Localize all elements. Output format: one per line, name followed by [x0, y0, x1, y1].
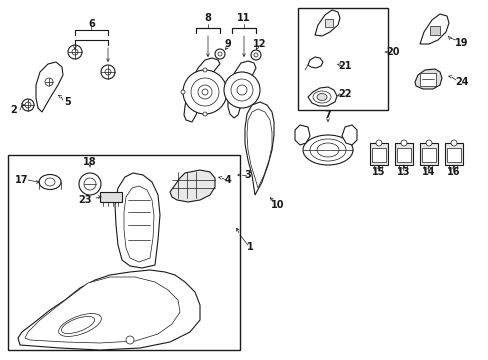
FancyBboxPatch shape — [419, 143, 437, 165]
Circle shape — [79, 173, 101, 195]
Text: 5: 5 — [64, 97, 71, 107]
Text: 19: 19 — [454, 38, 468, 48]
Circle shape — [250, 50, 261, 60]
Circle shape — [203, 68, 206, 72]
Polygon shape — [307, 57, 323, 68]
FancyBboxPatch shape — [444, 143, 462, 165]
Polygon shape — [314, 10, 339, 36]
Polygon shape — [246, 109, 271, 188]
Polygon shape — [307, 87, 336, 106]
Circle shape — [22, 99, 34, 111]
Circle shape — [450, 140, 456, 146]
FancyBboxPatch shape — [8, 155, 240, 350]
FancyBboxPatch shape — [325, 19, 332, 27]
Polygon shape — [18, 270, 200, 350]
FancyBboxPatch shape — [446, 148, 460, 162]
Circle shape — [253, 53, 258, 57]
Text: 15: 15 — [371, 167, 385, 177]
Polygon shape — [341, 125, 356, 145]
Circle shape — [224, 90, 228, 94]
Circle shape — [105, 69, 111, 75]
Polygon shape — [115, 173, 160, 268]
Polygon shape — [170, 170, 215, 202]
Polygon shape — [419, 14, 448, 44]
Circle shape — [191, 78, 219, 106]
Text: 12: 12 — [253, 39, 266, 49]
Circle shape — [68, 45, 82, 59]
Text: 8: 8 — [204, 13, 211, 23]
Circle shape — [198, 85, 212, 99]
FancyBboxPatch shape — [421, 148, 435, 162]
Text: 14: 14 — [421, 167, 435, 177]
Ellipse shape — [39, 175, 61, 189]
Circle shape — [84, 178, 96, 190]
Ellipse shape — [59, 314, 101, 337]
Text: 6: 6 — [88, 19, 95, 29]
FancyBboxPatch shape — [396, 148, 410, 162]
Circle shape — [203, 112, 206, 116]
FancyBboxPatch shape — [419, 73, 435, 86]
Ellipse shape — [45, 178, 55, 186]
Polygon shape — [414, 69, 441, 89]
Circle shape — [224, 72, 260, 108]
Circle shape — [72, 49, 78, 55]
FancyBboxPatch shape — [394, 143, 412, 165]
Text: 11: 11 — [237, 13, 250, 23]
Text: 20: 20 — [386, 47, 399, 57]
Circle shape — [183, 70, 226, 114]
Text: 3: 3 — [244, 170, 251, 180]
FancyBboxPatch shape — [371, 148, 385, 162]
Ellipse shape — [316, 94, 326, 100]
Polygon shape — [124, 186, 154, 262]
Ellipse shape — [316, 143, 338, 157]
Polygon shape — [183, 58, 220, 122]
Circle shape — [181, 90, 184, 94]
Ellipse shape — [61, 316, 94, 334]
Text: 22: 22 — [338, 89, 351, 99]
Polygon shape — [244, 102, 273, 195]
Circle shape — [425, 140, 431, 146]
FancyBboxPatch shape — [369, 143, 387, 165]
Circle shape — [215, 49, 224, 59]
Text: 7: 7 — [324, 110, 331, 120]
Circle shape — [25, 102, 31, 108]
Text: 18: 18 — [83, 157, 97, 167]
Text: 21: 21 — [338, 61, 351, 71]
FancyBboxPatch shape — [297, 8, 387, 110]
FancyBboxPatch shape — [100, 192, 122, 202]
Circle shape — [126, 336, 134, 344]
Circle shape — [218, 52, 222, 56]
Polygon shape — [25, 277, 180, 343]
Text: 23: 23 — [78, 195, 92, 205]
Circle shape — [101, 65, 115, 79]
Text: 10: 10 — [271, 200, 284, 210]
FancyBboxPatch shape — [429, 26, 439, 35]
Ellipse shape — [312, 91, 330, 103]
Text: 2: 2 — [11, 105, 18, 115]
Ellipse shape — [303, 135, 352, 165]
Text: 1: 1 — [246, 242, 253, 252]
Circle shape — [230, 79, 252, 101]
Polygon shape — [36, 62, 63, 112]
Text: 9: 9 — [224, 39, 231, 49]
Text: 24: 24 — [454, 77, 468, 87]
Circle shape — [45, 78, 53, 86]
Circle shape — [237, 85, 246, 95]
Circle shape — [400, 140, 406, 146]
Text: 16: 16 — [447, 167, 460, 177]
Circle shape — [202, 89, 207, 95]
Text: 17: 17 — [15, 175, 29, 185]
Text: 13: 13 — [396, 167, 410, 177]
Polygon shape — [294, 125, 309, 145]
Ellipse shape — [309, 139, 346, 161]
Polygon shape — [227, 61, 256, 118]
Circle shape — [375, 140, 381, 146]
Text: 4: 4 — [224, 175, 231, 185]
